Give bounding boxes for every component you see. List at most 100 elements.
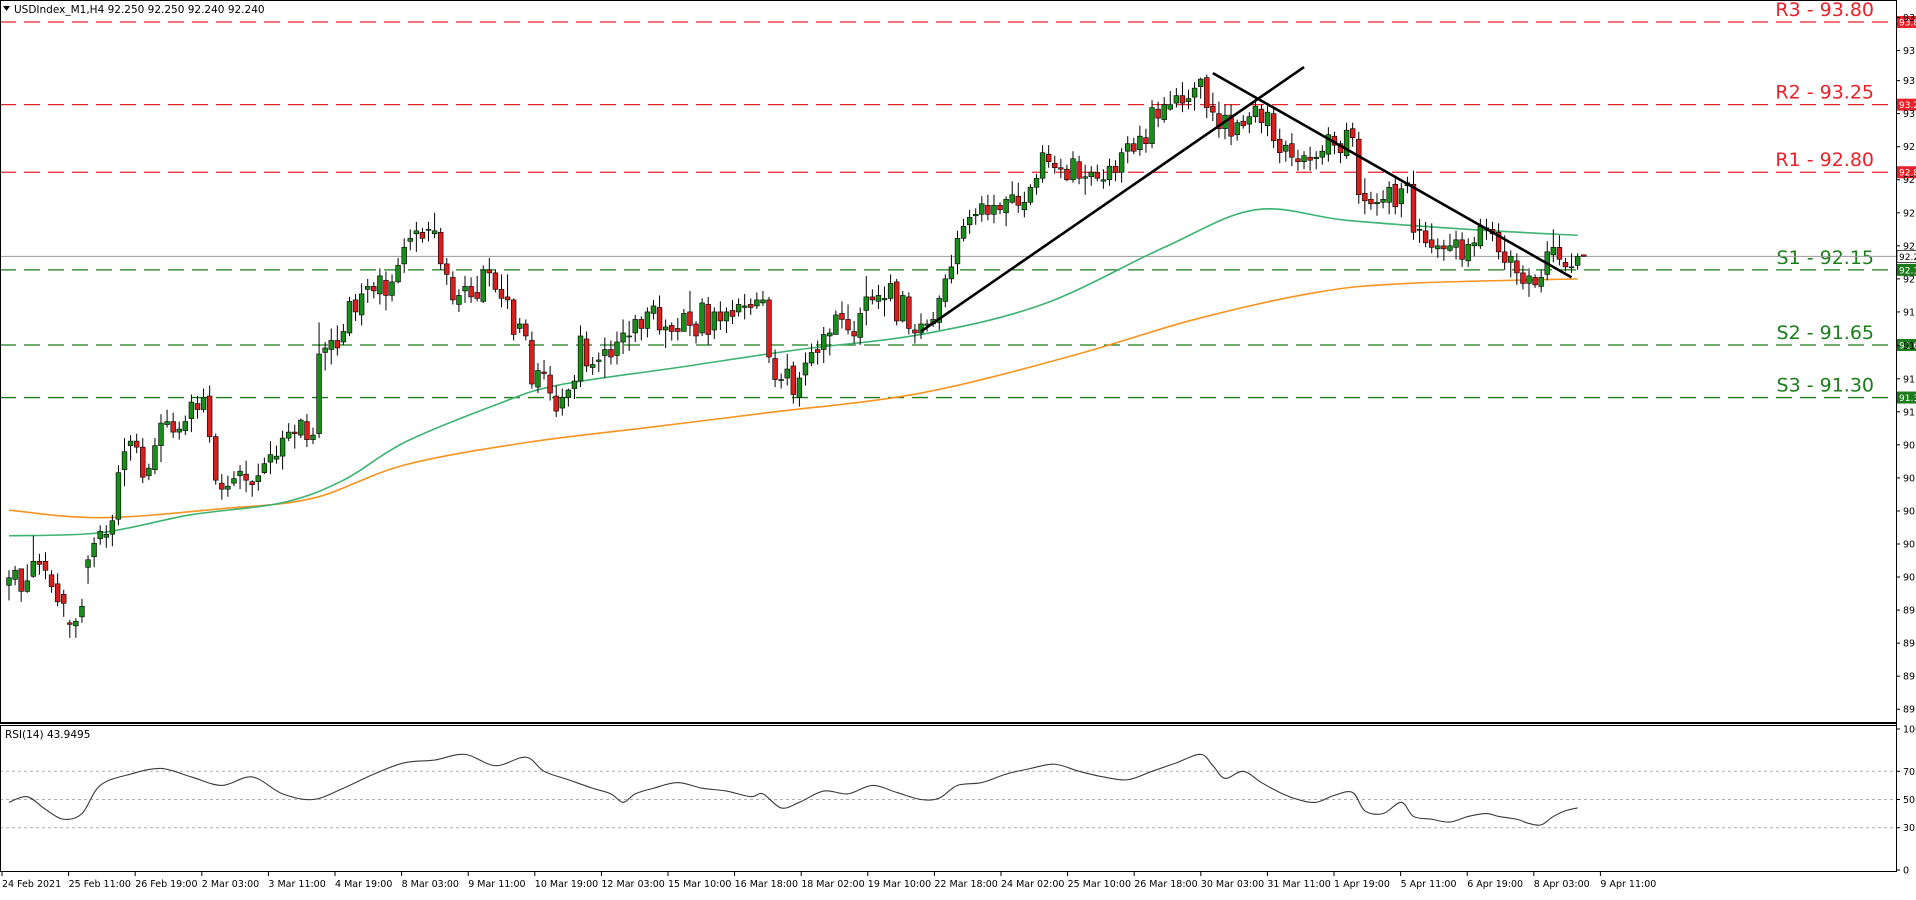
candle-body	[1386, 186, 1392, 203]
candle-body	[1313, 156, 1319, 160]
candle-body	[1191, 87, 1198, 98]
candle-body	[973, 213, 979, 217]
y-axis-tick-label: 90.105	[1903, 573, 1916, 584]
candle-body	[1125, 143, 1131, 152]
candle-body	[1526, 275, 1532, 284]
price-tag-r3	[1897, 16, 1916, 29]
trendline-1	[920, 66, 1305, 333]
candle-body	[535, 370, 541, 388]
candle-body	[857, 313, 863, 338]
candle-body	[553, 395, 559, 412]
rsi-header: RSI(14) 43.9495	[5, 729, 90, 741]
candle-body	[608, 349, 614, 358]
price-tag-text-s3: 91.300	[1899, 394, 1916, 404]
candle-body	[352, 299, 359, 313]
candle-body	[881, 298, 888, 301]
candle-body	[1155, 108, 1161, 119]
candle-body	[1131, 143, 1137, 152]
candle-body	[912, 329, 918, 334]
candle-body	[346, 301, 353, 334]
x-axis-tick-label: 18 Mar 02:00	[801, 879, 864, 890]
candle-body	[656, 307, 663, 331]
candle-body	[225, 485, 231, 490]
candle-body	[1009, 194, 1015, 203]
price-tag-s3	[1897, 391, 1916, 404]
candle-body	[1508, 256, 1514, 263]
candle-body	[279, 437, 286, 457]
candle-body	[1453, 239, 1459, 248]
candle-body	[42, 560, 49, 571]
candle-body	[893, 281, 900, 322]
x-axis-tick-label: 1 Apr 19:00	[1334, 879, 1390, 890]
candle-body	[1398, 188, 1405, 205]
candle-body	[1471, 242, 1477, 247]
candle-body	[164, 421, 170, 425]
x-axis-tick-label: 26 Mar 18:00	[1134, 879, 1197, 890]
candle-body	[571, 380, 578, 389]
candle-body	[1033, 177, 1040, 188]
candle-body	[699, 302, 705, 334]
y-axis-tick-label: 92.310	[1903, 241, 1916, 252]
y-axis-tick-label: 89.225	[1903, 705, 1916, 716]
candle-body	[808, 352, 815, 364]
candle-body	[1197, 78, 1204, 87]
candle-body	[1465, 244, 1471, 262]
x-axis-tick-label: 8 Apr 03:00	[1534, 879, 1590, 890]
candle-body	[419, 232, 426, 239]
candle-body	[784, 368, 790, 379]
candle-body	[91, 542, 97, 558]
candle-body	[389, 281, 395, 296]
y-axis-tick-label: 89.445	[1903, 672, 1916, 683]
x-axis-tick-label: 3 Mar 11:00	[268, 879, 325, 890]
candle-body	[1064, 168, 1070, 181]
candle-body	[772, 358, 778, 380]
candle-body	[103, 533, 109, 538]
candle-body	[1210, 105, 1216, 113]
candle-body	[67, 622, 73, 625]
candle-body	[887, 283, 894, 299]
y-axis-tick-label: 90.985	[1903, 440, 1916, 451]
candle-body	[954, 238, 961, 265]
candle-body	[340, 331, 347, 343]
level-label-s2: S2 - 91.65	[1777, 322, 1874, 344]
candle-body	[1319, 150, 1325, 158]
candle-body	[486, 269, 493, 274]
level-label-r3: R3 - 93.80	[1775, 0, 1874, 21]
x-axis-tick-label: 30 Mar 03:00	[1201, 879, 1264, 890]
x-axis-tick-label: 26 Feb 19:00	[135, 879, 197, 890]
candle-body	[79, 606, 85, 618]
price-tag-text-r3: 93.800	[1899, 19, 1916, 29]
symbol-dropdown-icon[interactable]	[3, 6, 10, 11]
candle-body	[97, 530, 103, 540]
candle-body	[523, 323, 529, 337]
x-axis-tick-label: 15 Mar 10:00	[668, 879, 731, 890]
candle-body	[596, 359, 602, 362]
candle-body	[760, 299, 766, 304]
candle-body	[24, 580, 30, 592]
candle-body	[827, 332, 833, 337]
candle-body	[425, 229, 432, 231]
y-axis-tick-label: 92.530	[1903, 208, 1916, 219]
candle-body	[437, 232, 444, 265]
candle-body	[1039, 152, 1046, 179]
y-axis-tick-label: 90.325	[1903, 540, 1916, 551]
candle-body	[778, 379, 784, 381]
candle-body	[1501, 251, 1508, 263]
candle-body	[1447, 245, 1453, 251]
x-axis-tick-label: 10 Mar 19:00	[535, 879, 598, 890]
candle-body	[1015, 195, 1021, 206]
rsi-axis-tick-label: 50	[1903, 795, 1915, 806]
candle-body	[255, 475, 261, 482]
candle-body	[985, 204, 991, 215]
candle-body	[948, 266, 955, 280]
candle-body	[292, 431, 298, 434]
x-axis-tick-label: 22 Mar 18:00	[934, 879, 997, 890]
candle-body	[754, 299, 760, 307]
candle-body	[1410, 183, 1417, 233]
candle-body	[127, 440, 134, 446]
candle-body	[206, 395, 213, 437]
candle-body	[1429, 239, 1435, 248]
candle-body	[1416, 229, 1423, 231]
candle-body	[1003, 198, 1009, 214]
